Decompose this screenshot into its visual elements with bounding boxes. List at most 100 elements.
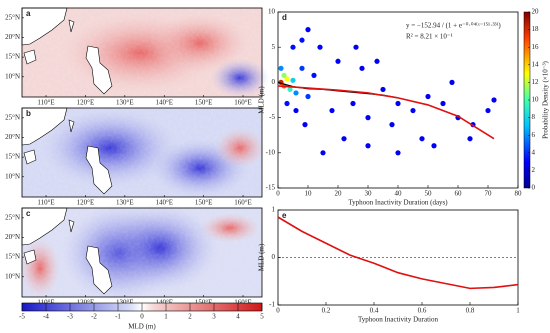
plot-frame	[277, 11, 519, 189]
scatter-point	[290, 44, 296, 50]
scatter-point	[440, 100, 446, 107]
lat-label: 15°N	[5, 253, 20, 261]
lat-label: 20°N	[5, 133, 20, 141]
y-tick-label: -10	[266, 148, 276, 156]
colorbar-tick-label: 10	[532, 96, 540, 104]
colorbar-tick-label: 6	[532, 131, 536, 139]
scatter-point	[281, 72, 287, 78]
y-tick-label: 5	[272, 43, 276, 51]
x-tick-label: 50	[425, 190, 433, 198]
lat-label: 15°N	[5, 153, 20, 161]
land	[85, 45, 113, 95]
scatter-point	[335, 58, 341, 64]
scatter-point	[311, 72, 317, 78]
colorbar-label: MLD (m)	[128, 323, 156, 331]
land	[85, 245, 113, 295]
y-axis-label: MLD (m)	[258, 243, 266, 271]
lat-label: 20°N	[5, 233, 20, 241]
lat-label: 20°N	[5, 33, 20, 41]
scatter-point	[299, 65, 305, 71]
map-frame	[21, 7, 263, 98]
x-axis-label: Typhoon Inactivity Duration	[358, 316, 438, 324]
land	[68, 19, 75, 33]
land	[85, 145, 113, 195]
lon-label: 140°E	[155, 199, 173, 207]
line	[277, 216, 519, 290]
lon-label: 150°E	[195, 199, 213, 207]
scatter-point	[353, 44, 359, 50]
scatter-point	[449, 79, 455, 85]
panel-label: b	[26, 109, 31, 118]
scatter-point	[359, 65, 365, 71]
scatter-point	[284, 100, 290, 107]
x-tick-label: 80	[515, 190, 523, 198]
colorbar-tick-label: 5	[260, 313, 264, 321]
land	[21, 207, 68, 246]
scatter-point	[290, 77, 296, 83]
colorbar-tick-label: -1	[115, 313, 121, 321]
land	[23, 249, 37, 265]
x-tick-label: 0	[276, 307, 280, 315]
panel-label: d	[282, 13, 287, 22]
scatter-point	[431, 143, 437, 149]
lon-label: 130°E	[116, 99, 134, 107]
scatter-point	[305, 93, 311, 100]
x-tick-label: 1	[516, 307, 520, 315]
lon-label: 120°E	[77, 99, 95, 107]
y-tick-label: 1	[272, 206, 276, 214]
scatter-point	[410, 107, 416, 114]
lat-label: 25°N	[5, 113, 20, 121]
scatter-point	[350, 100, 356, 107]
colorbar-tick-label: 14	[532, 60, 540, 68]
land	[23, 49, 37, 65]
panel-label: e	[282, 211, 287, 220]
lon-label: 140°E	[155, 99, 173, 107]
lon-label: 120°E	[77, 299, 95, 307]
colorbar-tick-label: 12	[532, 78, 540, 86]
scatter-point	[380, 86, 386, 93]
lon-label: 120°E	[77, 199, 95, 207]
scatter-point	[305, 27, 311, 33]
x-tick-label: 0.4	[370, 307, 379, 315]
x-tick-label: 40	[395, 190, 403, 198]
scatter-point	[419, 136, 425, 142]
scatter-point	[485, 107, 491, 114]
scatter-point	[278, 65, 284, 71]
scatter-point	[284, 76, 290, 82]
land	[21, 107, 68, 146]
x-axis-label: Typhoon Inactivity Duration (days)	[348, 199, 448, 207]
map-texture	[22, 208, 262, 297]
lon-label: 130°E	[116, 299, 134, 307]
colorbar-tick-label: -2	[91, 313, 97, 321]
x-tick-label: 0	[276, 190, 280, 198]
scatter-point	[425, 93, 431, 100]
y-tick-label: -15	[266, 184, 276, 192]
colorbar-tick-label: 8	[532, 113, 536, 121]
scatter-point	[329, 107, 335, 114]
line	[277, 85, 495, 140]
x-tick-label: 0.8	[466, 307, 475, 315]
map-frame	[21, 207, 263, 298]
scatter-point	[374, 58, 380, 64]
y-tick-label: -1	[269, 301, 275, 309]
lon-label: 130°E	[116, 199, 134, 207]
scatter-point	[293, 90, 299, 96]
colorbar-tick-label: 1	[164, 313, 168, 321]
colorbar-tick-label: 0	[532, 184, 536, 192]
colorbar-tick-label: 4	[532, 148, 536, 156]
scatter-point	[341, 136, 347, 142]
colorbar-tick-label: 2	[188, 313, 192, 321]
scatter-point	[365, 115, 371, 121]
scatter-point	[395, 150, 401, 156]
lat-label: 10°N	[5, 272, 20, 280]
colorbar-tick-label: 2	[532, 166, 536, 174]
colorbar-tick-label: 16	[532, 43, 540, 51]
x-tick-label: 30	[365, 190, 373, 198]
colorbar-tick-label: 20	[532, 8, 540, 16]
land	[23, 149, 37, 165]
panel-label: a	[26, 9, 31, 18]
scatter-point	[467, 136, 473, 142]
y-tick-label: 10	[268, 8, 276, 16]
